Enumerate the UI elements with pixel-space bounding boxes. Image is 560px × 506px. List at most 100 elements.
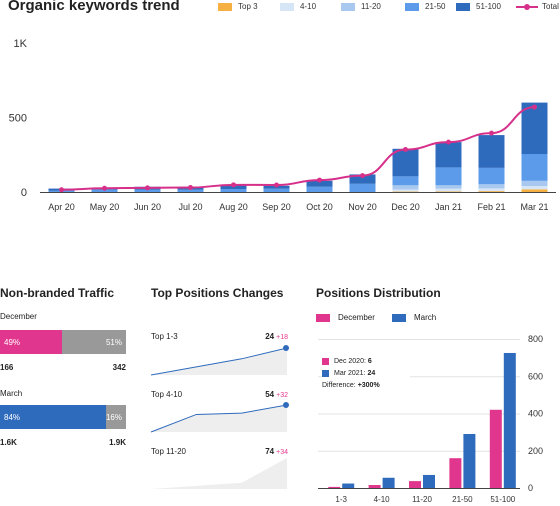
x-tick-label: Mar 21 bbox=[520, 202, 548, 212]
bar-segment bbox=[478, 191, 505, 192]
x-tick-label: Oct 20 bbox=[306, 202, 333, 212]
bar-segment bbox=[521, 102, 548, 155]
y-tick-label: 0 bbox=[21, 187, 27, 199]
pd-legend-december[interactable]: December bbox=[316, 313, 375, 322]
legend-item-51-100[interactable]: 51-100 bbox=[456, 2, 501, 11]
bar-segment bbox=[435, 167, 462, 186]
legend-item-top3[interactable]: Top 3 bbox=[218, 2, 258, 11]
legend-item-4-10[interactable]: 4-10 bbox=[280, 2, 316, 11]
legend-item-11-20[interactable]: 11-20 bbox=[341, 2, 381, 11]
bar-segment bbox=[478, 167, 505, 185]
legend-swatch-21-50 bbox=[405, 2, 419, 11]
x-tick-label: Jun 20 bbox=[134, 202, 161, 212]
tooltip-diff-label: Difference: bbox=[322, 381, 356, 389]
nb-seg-branded-december: 49% bbox=[0, 330, 62, 354]
bar-segment bbox=[91, 189, 118, 192]
x-tick-label: Sep 20 bbox=[262, 202, 291, 212]
bar-segment bbox=[478, 188, 505, 192]
legend-label-top3: Top 3 bbox=[238, 2, 258, 11]
bar-segment bbox=[521, 189, 548, 192]
bar-segment bbox=[392, 176, 419, 186]
nb-pct-nonbranded-march: 16% bbox=[105, 412, 122, 422]
bar-segment bbox=[306, 180, 333, 187]
chart-title: Organic keywords trend bbox=[8, 0, 180, 14]
x-tick-label: 51-100 bbox=[490, 495, 515, 504]
tp-label-1-3: Top 1-3 bbox=[151, 332, 178, 341]
pd-tooltip: Dec 2020: 6 Mar 2021: 24 Difference: +30… bbox=[322, 355, 410, 397]
total-point bbox=[145, 185, 150, 191]
bar-segment bbox=[392, 148, 419, 177]
tp-delta-11-20: +34 bbox=[276, 449, 288, 456]
bar-segment bbox=[177, 189, 204, 192]
bar-segment bbox=[435, 142, 462, 168]
bar-segment bbox=[521, 154, 548, 181]
tooltip-row-dec: Dec 2020: 6 bbox=[322, 355, 410, 367]
total-point bbox=[231, 182, 236, 188]
x-tick-label: 1-3 bbox=[335, 495, 347, 504]
total-line bbox=[61, 106, 535, 191]
sparkline-line bbox=[150, 404, 288, 433]
x-tick-label: Nov 20 bbox=[348, 202, 377, 212]
total-point bbox=[360, 173, 365, 179]
sparkline-endpoint bbox=[283, 345, 289, 351]
tooltip-dec-label: Dec 2020: bbox=[334, 357, 366, 365]
tooltip-mar-value: 24 bbox=[367, 369, 376, 377]
x-tick-label: 21-50 bbox=[452, 495, 473, 504]
pd-legend-march[interactable]: March bbox=[392, 313, 436, 322]
total-point bbox=[489, 130, 494, 136]
y-tick-label: 800 bbox=[528, 334, 543, 344]
bar-segment bbox=[478, 184, 505, 189]
tp-value-number-1-3: 24 bbox=[265, 332, 275, 341]
nb-right-value-march: 1.9K bbox=[109, 438, 126, 447]
bar-segment bbox=[349, 183, 376, 192]
tp-delta-4-10: +32 bbox=[276, 392, 288, 399]
nb-row-label-december: December bbox=[0, 312, 37, 321]
total-point bbox=[317, 177, 322, 183]
pd-legend-label-march: March bbox=[414, 313, 437, 322]
total-point bbox=[446, 139, 451, 145]
x-tick-label: Dec 20 bbox=[391, 202, 420, 212]
total-point bbox=[102, 185, 107, 191]
pd-legend-swatch-march bbox=[392, 313, 406, 322]
bar bbox=[368, 485, 381, 488]
legend-item-total[interactable]: Total bbox=[516, 2, 559, 11]
nb-seg-nonbranded-december: 51% bbox=[61, 330, 126, 354]
bar-segment bbox=[392, 189, 419, 192]
bar-segment bbox=[349, 174, 376, 184]
nb-right-value-december: 342 bbox=[112, 363, 126, 372]
nb-bar-march: 84% 16% bbox=[0, 405, 126, 429]
y-tick-label: 500 bbox=[9, 113, 27, 125]
tooltip-dec-value: 6 bbox=[367, 357, 372, 365]
y-tick-label: 400 bbox=[528, 409, 543, 419]
tooltip-mar-label: Mar 2021: bbox=[334, 369, 366, 377]
nb-pct-branded-march: 84% bbox=[4, 412, 21, 422]
tp-label-11-20: Top 11-20 bbox=[151, 447, 186, 456]
pd-legend-label-december: December bbox=[338, 313, 375, 322]
nb-pct-nonbranded-december: 51% bbox=[105, 337, 122, 347]
non-branded-title: Non-branded Traffic bbox=[0, 286, 115, 300]
x-tick-label: Apr 20 bbox=[48, 202, 75, 212]
total-point bbox=[274, 182, 279, 188]
bar bbox=[382, 477, 395, 488]
tp-value-1-3: 24 +18 bbox=[236, 332, 288, 341]
nb-bar-december: 49% 51% bbox=[0, 330, 126, 354]
legend-swatch-51-100 bbox=[456, 2, 470, 11]
x-tick-label: Aug 20 bbox=[219, 202, 248, 212]
bar-segment bbox=[306, 186, 333, 192]
tooltip-swatch-mar bbox=[322, 369, 329, 377]
legend-swatch-total bbox=[516, 3, 538, 11]
bar-segment bbox=[435, 185, 462, 189]
legend-swatch-4-10 bbox=[280, 2, 294, 11]
tp-value-number-4-10: 54 bbox=[265, 390, 275, 399]
total-point bbox=[59, 187, 64, 193]
pd-legend-swatch-december bbox=[316, 313, 330, 322]
nb-seg-nonbranded-march: 16% bbox=[105, 405, 126, 429]
legend-item-21-50[interactable]: 21-50 bbox=[405, 2, 445, 11]
sparkline-endpoint bbox=[283, 402, 289, 408]
bar-segment bbox=[392, 185, 419, 190]
trend-legend: Top 3 4-10 11-20 21-50 51-100 Total bbox=[216, 2, 560, 16]
keywords-trend-chart: 0 500 1K Apr 20 May 20 Jun 20 Jul 20 Aug 20 Sep … bbox=[9, 38, 556, 212]
tooltip-swatch-dec bbox=[322, 357, 329, 365]
y-tick-label: 1K bbox=[14, 38, 28, 50]
bar-segment bbox=[392, 191, 419, 193]
